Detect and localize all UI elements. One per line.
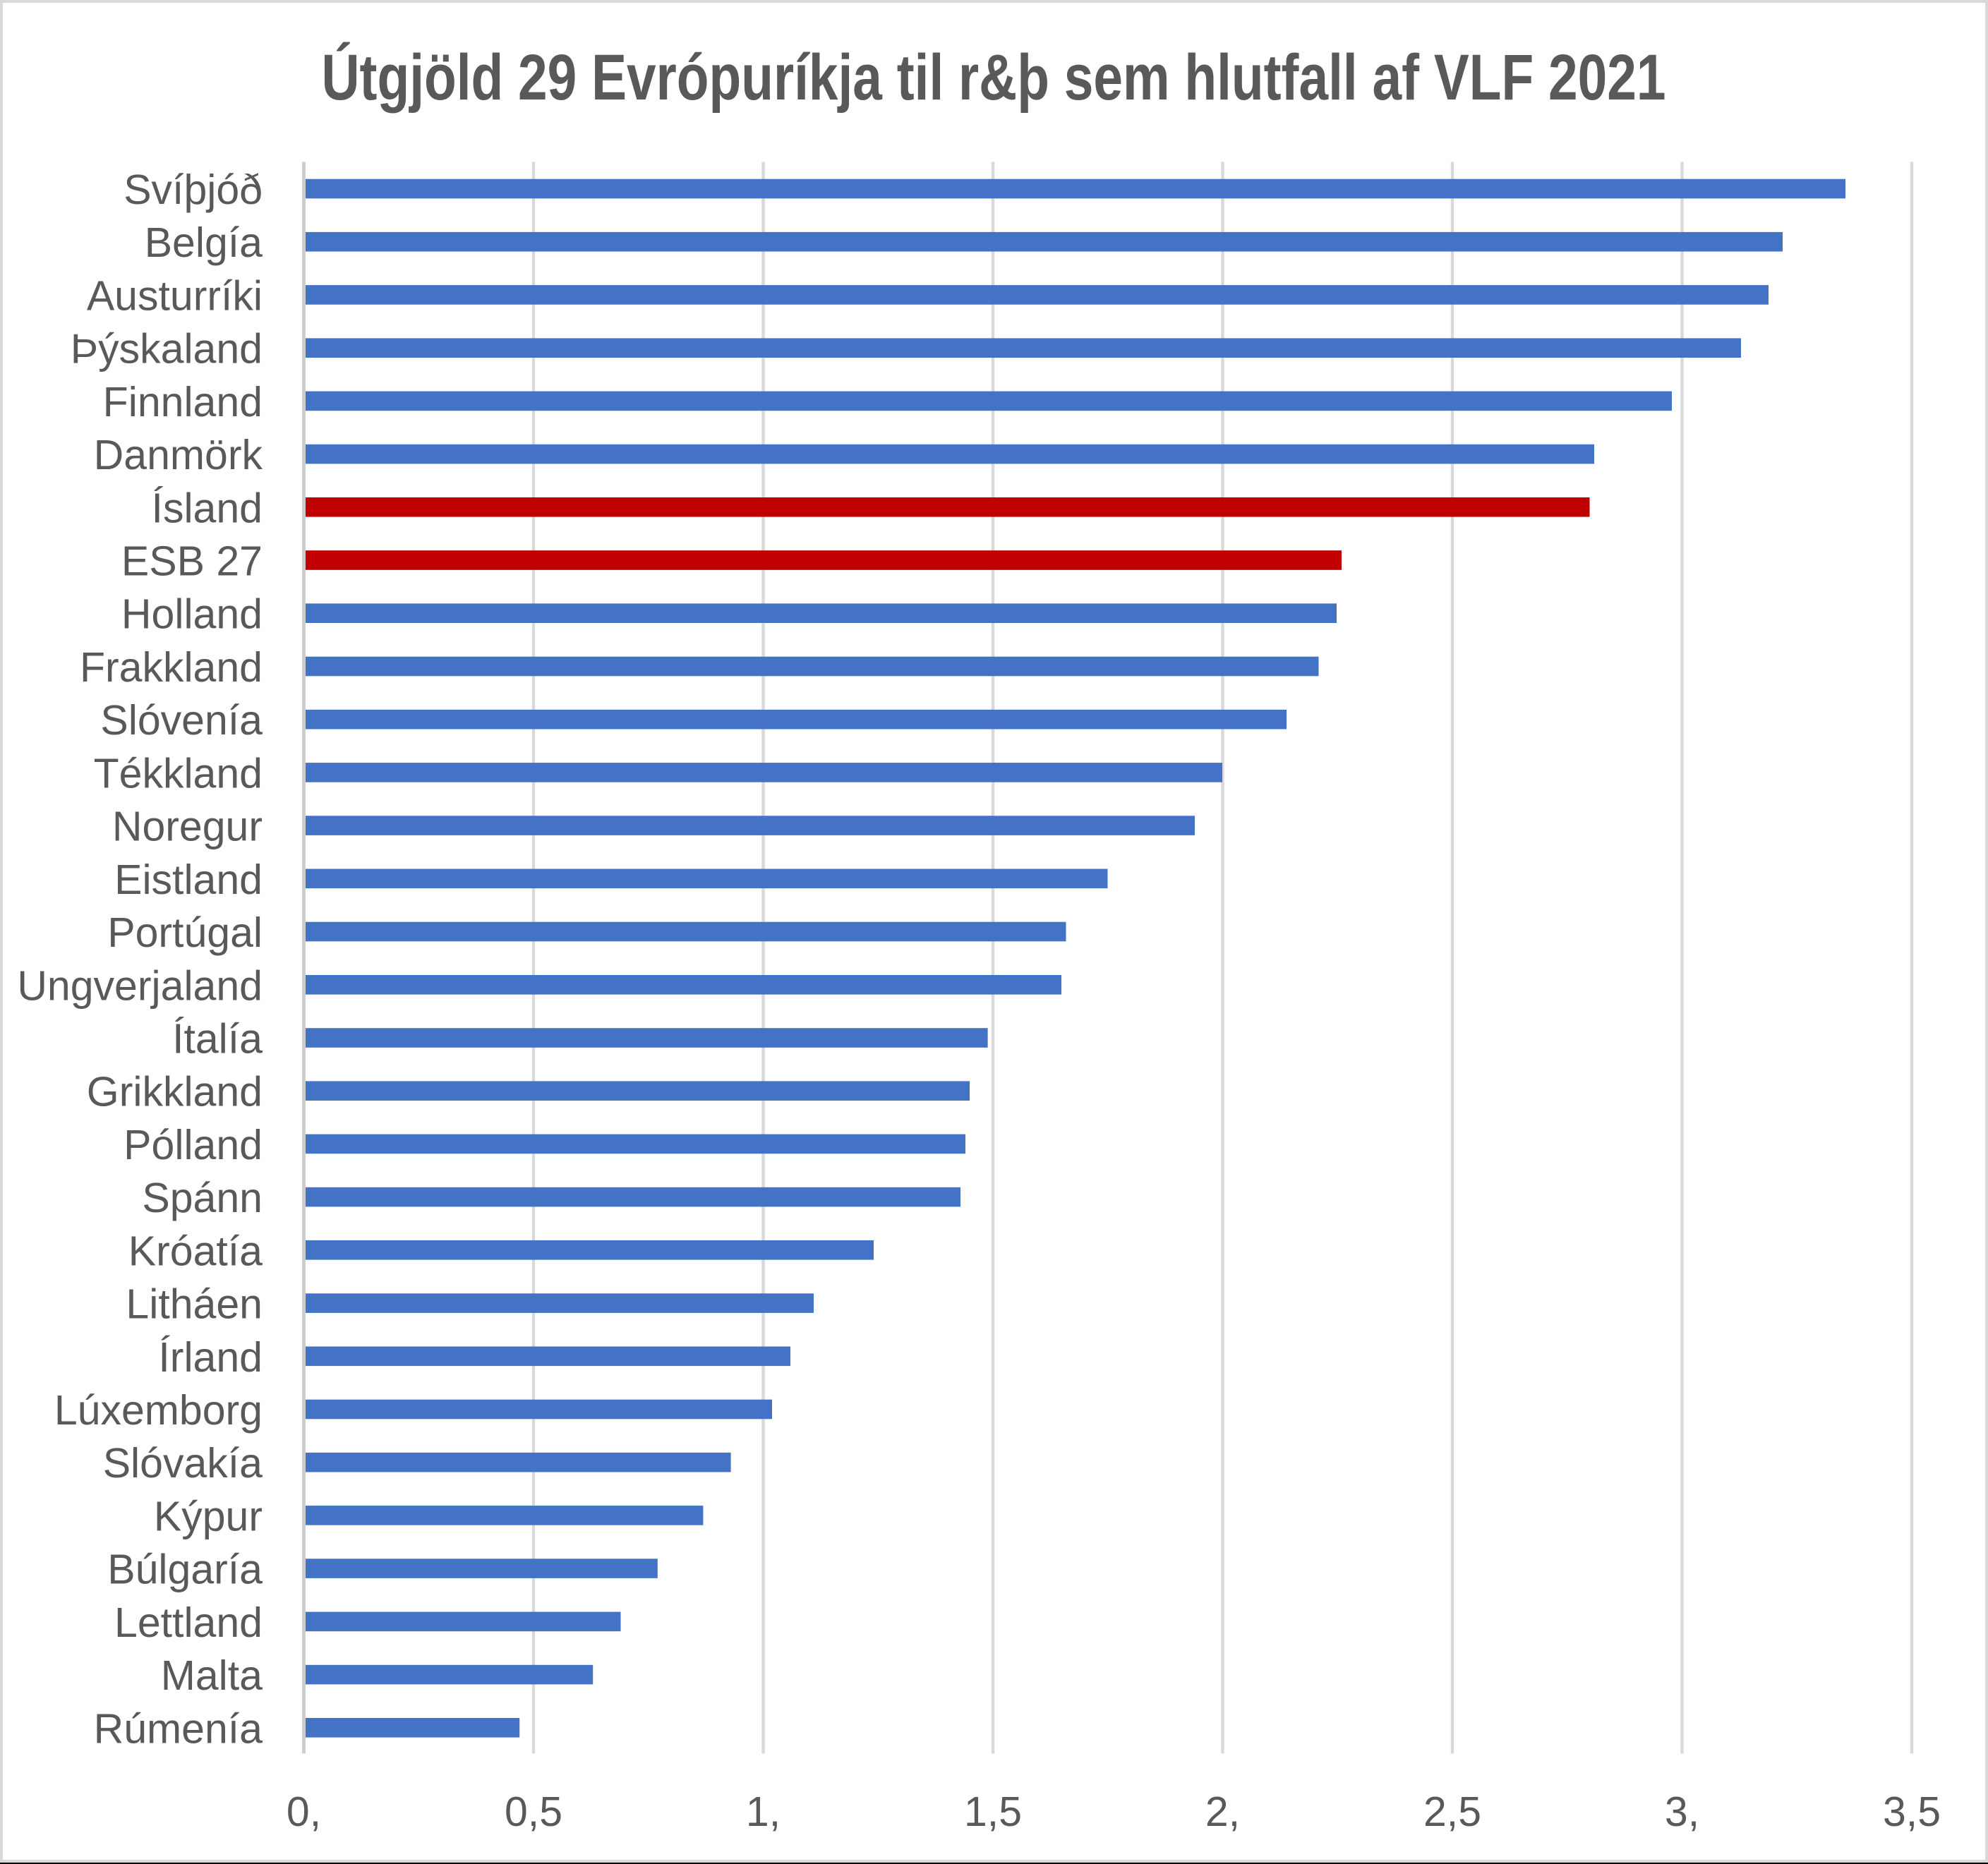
svg-text:Danmörk: Danmörk: [94, 432, 263, 478]
svg-text:2,: 2,: [1205, 1789, 1240, 1835]
svg-text:Noregur: Noregur: [112, 804, 263, 850]
svg-text:Litháen: Litháen: [126, 1281, 263, 1328]
svg-text:Finnland: Finnland: [103, 379, 263, 425]
svg-text:Ísland: Ísland: [152, 485, 263, 531]
svg-text:Slóvenía: Slóvenía: [100, 697, 263, 744]
svg-text:Lettland: Lettland: [114, 1599, 263, 1646]
svg-text:Grikkland: Grikkland: [87, 1069, 263, 1115]
svg-text:3,: 3,: [1665, 1789, 1699, 1835]
svg-text:Tékkland: Tékkland: [94, 750, 263, 797]
svg-text:Frakkland: Frakkland: [80, 644, 263, 691]
svg-text:Útgjöld 29 Evrópuríkja til r&þ: Útgjöld 29 Evrópuríkja til r&þ sem hlutf…: [322, 41, 1666, 114]
svg-text:Eistland: Eistland: [114, 857, 263, 903]
svg-text:Malta: Malta: [161, 1652, 263, 1699]
svg-text:Ungverjaland: Ungverjaland: [17, 962, 263, 1009]
svg-text:Belgía: Belgía: [145, 219, 263, 266]
svg-text:Austurríki: Austurríki: [87, 272, 263, 319]
svg-text:Spánn: Spánn: [142, 1175, 263, 1221]
svg-text:0,5: 0,5: [505, 1789, 562, 1835]
svg-text:Búlgaría: Búlgaría: [107, 1547, 263, 1593]
svg-text:Írland: Írland: [158, 1334, 263, 1381]
svg-text:Svíþjóð: Svíþjóð: [124, 167, 263, 213]
svg-text:Holland: Holland: [121, 591, 263, 638]
svg-text:Ítalía: Ítalía: [172, 1016, 263, 1063]
svg-text:Slóvakía: Slóvakía: [103, 1440, 263, 1487]
svg-text:Lúxemborg: Lúxemborg: [54, 1387, 263, 1434]
svg-text:Kýpur: Kýpur: [154, 1493, 263, 1539]
svg-text:Króatía: Króatía: [128, 1228, 263, 1274]
svg-text:Portúgal: Portúgal: [107, 909, 263, 956]
svg-text:1,: 1,: [746, 1789, 781, 1835]
svg-text:2,5: 2,5: [1423, 1789, 1481, 1835]
svg-text:Rúmenía: Rúmenía: [94, 1705, 263, 1752]
svg-text:Þýskaland: Þýskaland: [71, 326, 263, 373]
svg-text:1,5: 1,5: [964, 1789, 1022, 1835]
svg-text:ESB 27: ESB 27: [121, 538, 263, 585]
svg-text:Pólland: Pólland: [124, 1122, 263, 1168]
svg-text:0,: 0,: [287, 1789, 321, 1835]
svg-text:3,5: 3,5: [1883, 1789, 1941, 1835]
